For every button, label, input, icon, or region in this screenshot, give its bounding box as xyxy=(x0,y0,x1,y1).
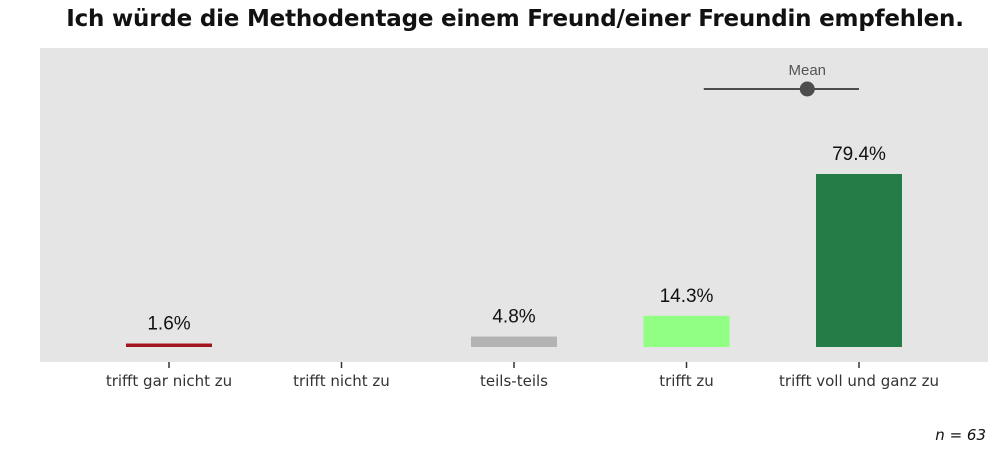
x-tick-label: trifft gar nicht zu xyxy=(106,372,232,390)
x-axis: trifft gar nicht zu trifft nicht zu teils-… xyxy=(106,362,939,390)
bar xyxy=(126,343,212,347)
bar-value-label: 79.4% xyxy=(832,144,886,165)
x-tick-label: trifft nicht zu xyxy=(293,372,390,390)
x-tick-label: trifft zu xyxy=(659,372,714,390)
bars-layer xyxy=(126,174,902,347)
bar xyxy=(643,315,730,347)
bar-value-label: 1.6% xyxy=(147,314,190,335)
mean-indicator: Mean xyxy=(703,62,859,97)
bar xyxy=(471,336,557,347)
x-tick-label: teils-teils xyxy=(480,372,548,390)
sample-size-note: n = 63 xyxy=(935,426,986,444)
bar-value-label: 14.3% xyxy=(660,286,714,307)
mean-point xyxy=(799,81,815,97)
chart-title: Ich würde die Methodentage einem Freund/… xyxy=(66,6,964,32)
mean-label: Mean xyxy=(788,62,826,79)
bar-value-label: 4.8% xyxy=(492,307,535,328)
value-labels-layer: 1.6% 4.8% 14.3% 79.4% xyxy=(147,144,886,335)
bar xyxy=(816,174,902,347)
x-tick-label: trifft voll und ganz zu xyxy=(779,372,939,390)
